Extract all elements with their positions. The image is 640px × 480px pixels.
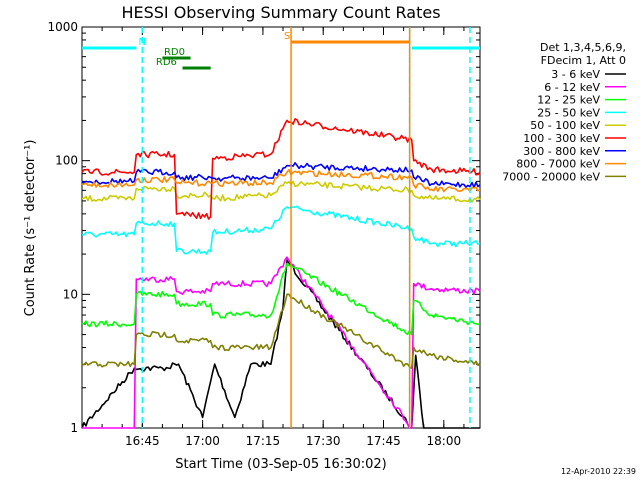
x-tick-label: 17:45 [366,434,401,448]
legend-label: 25 - 50 keV [537,106,600,119]
series-line [81,262,481,336]
series-line [81,293,481,369]
legend-label: 7000 - 20000 keV [502,170,600,183]
legend-label: 100 - 300 keV [523,132,600,145]
annotation-label: RD0 [164,47,185,58]
y-tick-label: 1000 [47,20,78,34]
y-tick-label: 100 [55,154,78,168]
legend-header-1: Det 1,3,4,5,6,9, [540,41,626,54]
series-line [81,259,480,429]
x-tick-label: 16:45 [125,434,160,448]
x-tick-label: 17:30 [306,434,341,448]
legend-label: 300 - 800 keV [523,145,600,158]
series-line [81,180,481,203]
x-tick-label: 18:00 [427,434,462,448]
series-line [81,118,481,220]
legend-label: 6 - 12 keV [544,81,600,94]
series-line [81,169,481,193]
series-line [82,256,481,429]
series-line [81,162,481,189]
chart-title: HESSI Observing Summary Count Rates [121,3,440,22]
x-tick-label: 17:00 [185,434,220,448]
y-tick-label: 1 [70,421,78,435]
y-tick-label: 10 [63,287,78,301]
legend-label: 50 - 100 keV [530,119,600,132]
legend-header-2: FDecim 1, Att 0 [541,54,626,67]
x-axis-label: Start Time (03-Sep-05 16:30:02) [175,457,386,472]
legend-label: 12 - 25 keV [537,94,600,107]
annotation-label: S [284,31,290,42]
y-axis-label: Count Rate (s⁻¹ detector⁻¹) [23,140,38,317]
legend-label: 3 - 6 keV [551,68,600,81]
annotation-label: N [139,37,146,48]
footer-timestamp: 12-Apr-2010 22:39 [561,467,636,476]
x-tick-label: 17:15 [246,434,281,448]
annotation-label: RD6 [156,57,177,68]
plot-frame [81,26,481,429]
legend-label: 800 - 7000 keV [516,158,600,171]
series-line [81,205,481,255]
